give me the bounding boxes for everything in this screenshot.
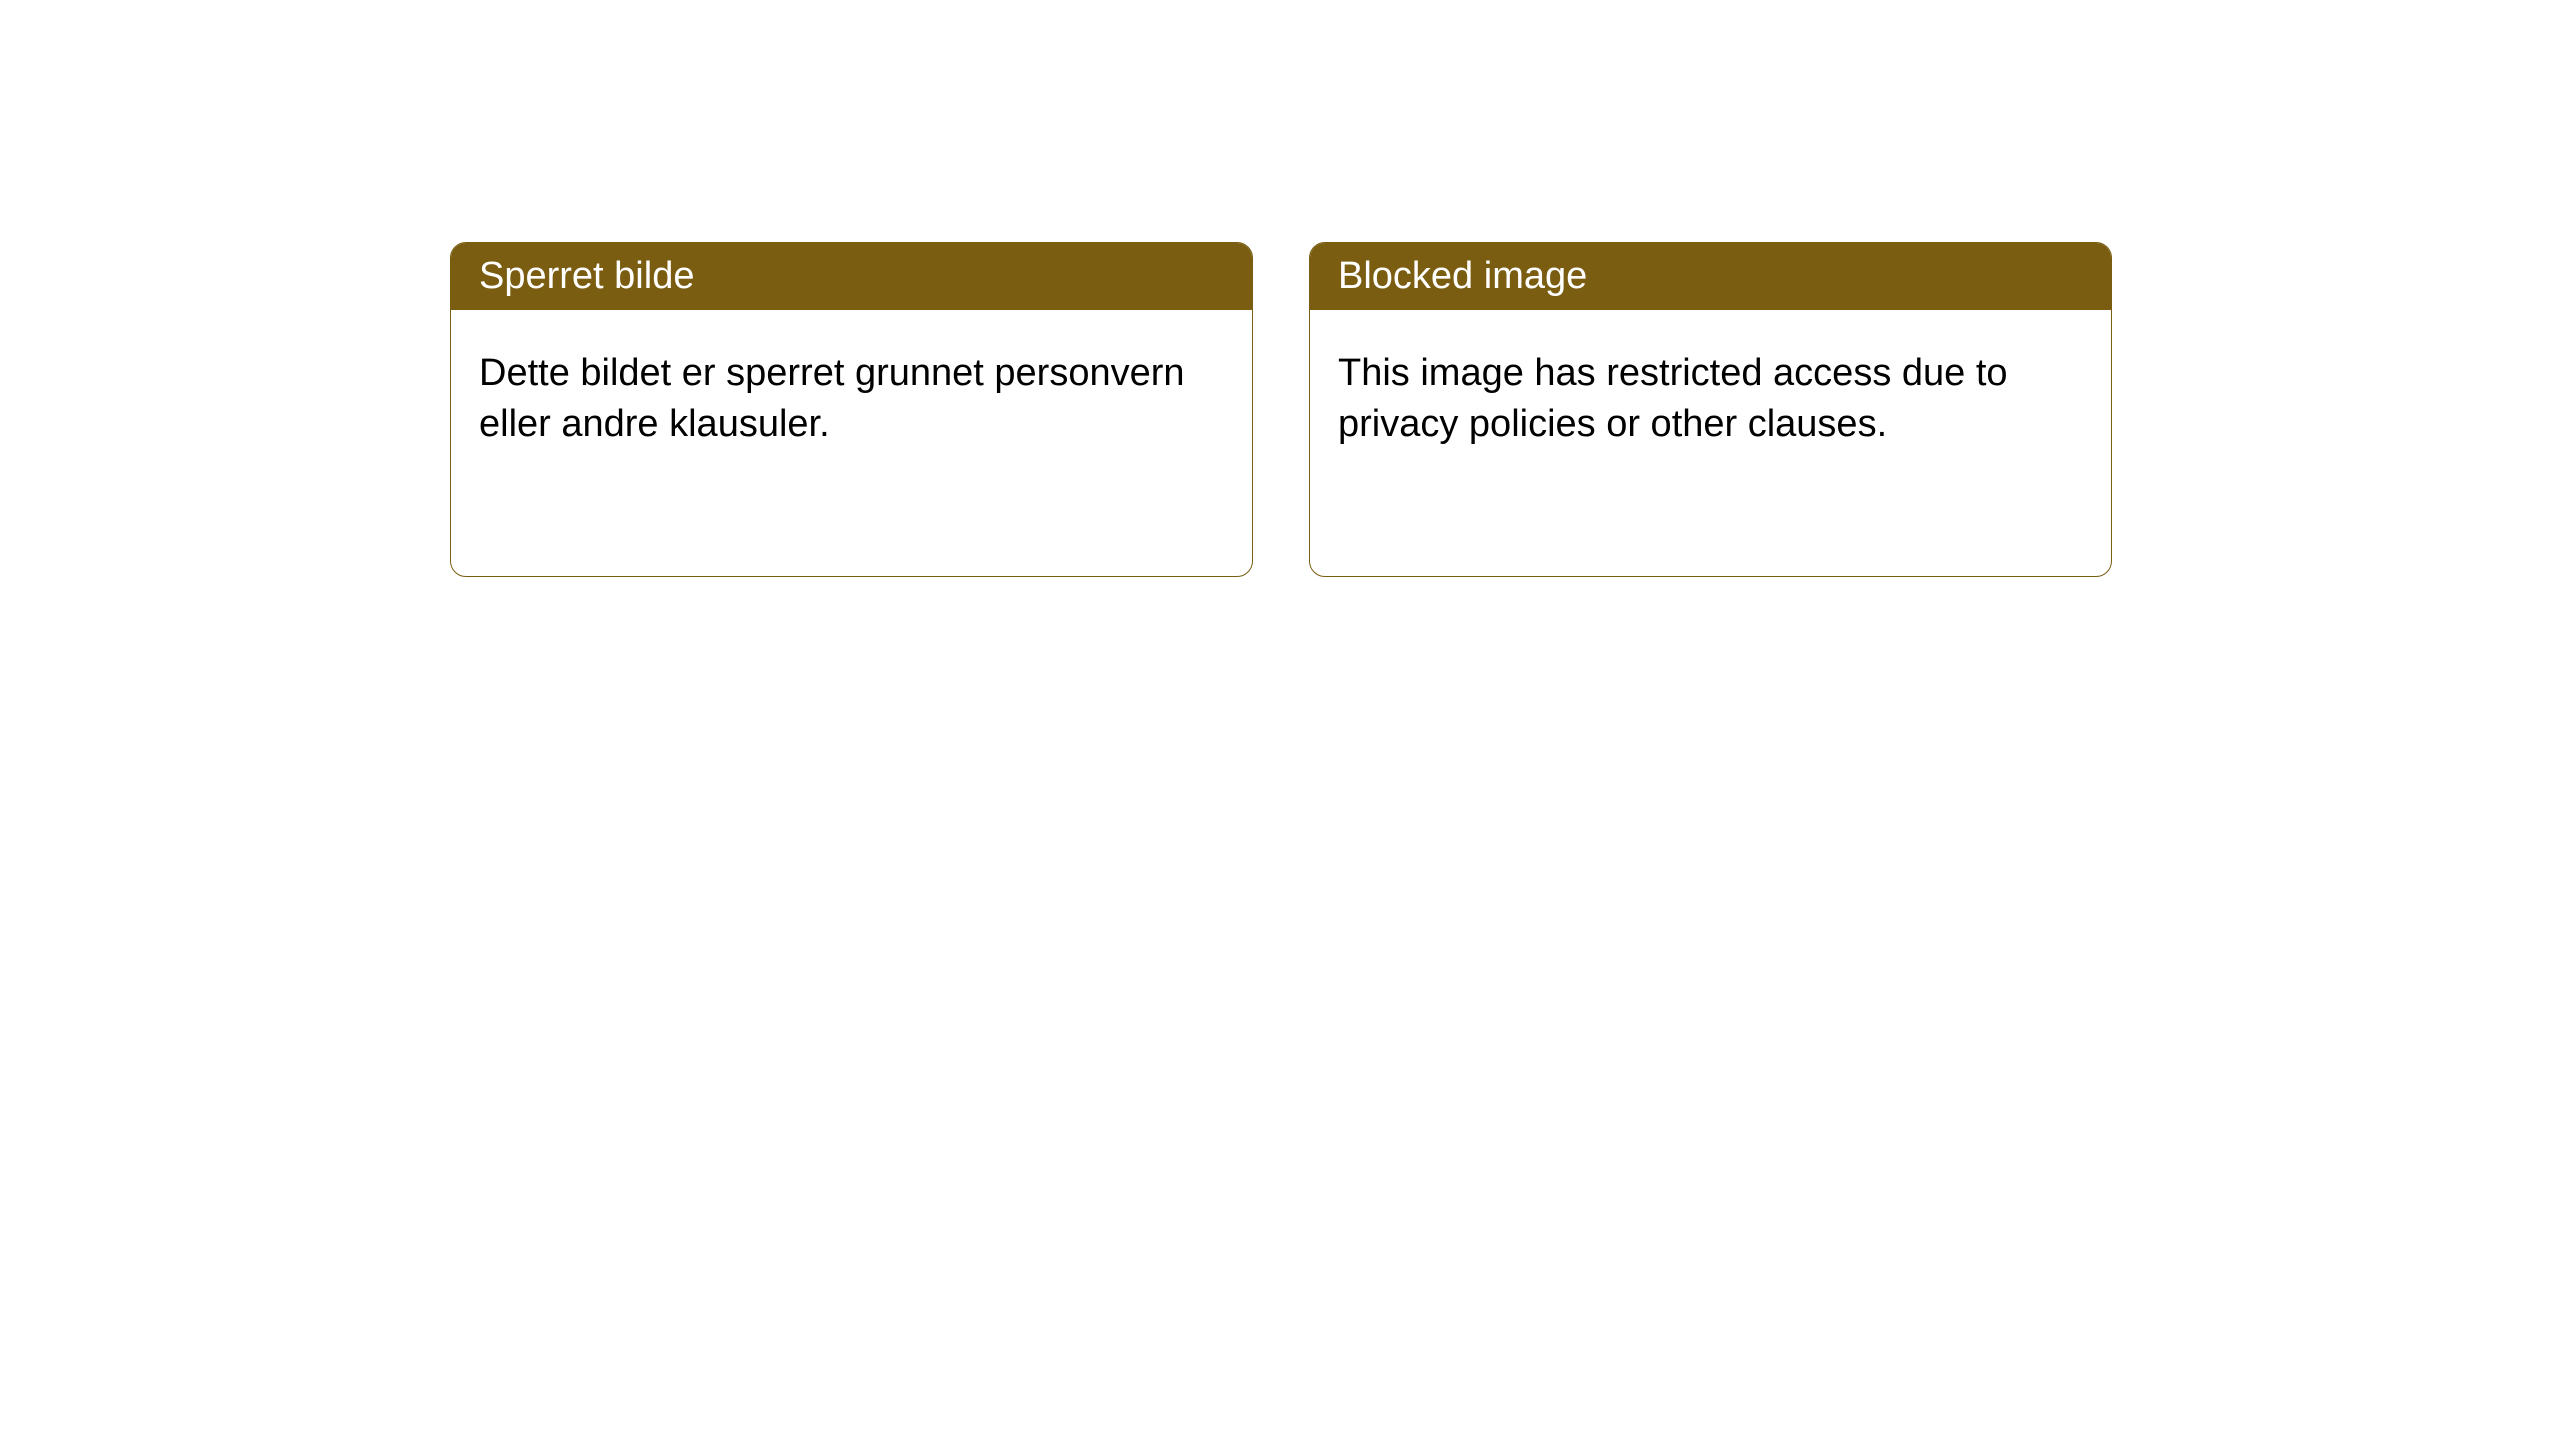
card-body: This image has restricted access due to … xyxy=(1310,310,2111,489)
card-title: Blocked image xyxy=(1338,255,1587,297)
card-header: Blocked image xyxy=(1310,243,2111,310)
card-body: Dette bildet er sperret grunnet personve… xyxy=(451,310,1252,489)
blocked-image-card-en: Blocked image This image has restricted … xyxy=(1309,242,2112,577)
card-title: Sperret bilde xyxy=(479,255,694,297)
card-header: Sperret bilde xyxy=(451,243,1252,310)
notice-container: Sperret bilde Dette bildet er sperret gr… xyxy=(0,0,2560,577)
card-body-text: Dette bildet er sperret grunnet personve… xyxy=(479,352,1185,445)
blocked-image-card-no: Sperret bilde Dette bildet er sperret gr… xyxy=(450,242,1253,577)
card-body-text: This image has restricted access due to … xyxy=(1338,352,2008,445)
